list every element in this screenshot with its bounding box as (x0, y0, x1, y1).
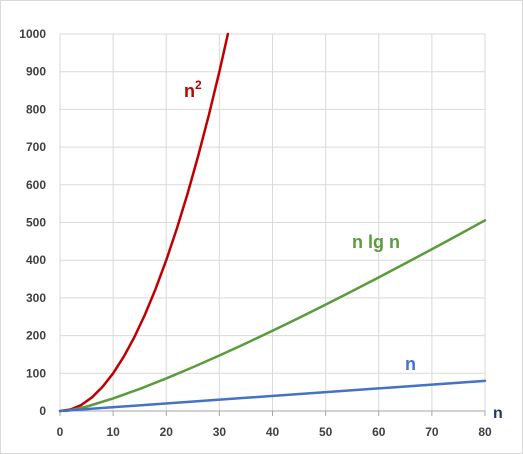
y-tick-labels: 0 100 200 300 400 500 600 700 800 900 1000 (19, 27, 46, 418)
x-tick-label-30: 30 (213, 425, 227, 439)
y-tick-label-700: 700 (26, 140, 46, 154)
series-label-n-squared-base: n (184, 81, 195, 101)
x-tick-label-20: 20 (160, 425, 174, 439)
y-tick-label-0: 0 (39, 404, 46, 418)
series-line-n-squared (58, 32, 230, 413)
x-tick-labels: 0 10 20 30 40 50 60 70 80 (57, 425, 492, 439)
series-label-n-squared: n2 (184, 78, 202, 101)
y-tick-label-400: 400 (26, 253, 46, 267)
y-tick-label-800: 800 (26, 102, 46, 116)
series-line-n-lg-n (64, 219, 487, 413)
y-tick-label-1000: 1000 (19, 27, 46, 41)
x-tick-label-10: 10 (106, 425, 120, 439)
y-tick-label-300: 300 (26, 291, 46, 305)
series-label-n-squared-sup: 2 (195, 78, 202, 92)
x-tick-label-0: 0 (57, 425, 64, 439)
y-tick-label-500: 500 (26, 216, 46, 230)
x-tick-label-40: 40 (266, 425, 280, 439)
x-axis-label: n (493, 405, 503, 422)
x-tick-label-60: 60 (372, 425, 386, 439)
x-tick-label-70: 70 (425, 425, 439, 439)
y-tick-label-600: 600 (26, 178, 46, 192)
axes (59, 34, 486, 416)
series-line-n (58, 379, 487, 413)
y-tick-label-100: 100 (26, 366, 46, 380)
series-label-n-lg-n: n lg n (352, 232, 400, 252)
y-tick-label-900: 900 (26, 65, 46, 79)
grid (60, 33, 486, 411)
series-lines (58, 32, 487, 413)
y-tick-label-200: 200 (26, 329, 46, 343)
x-tick-label-80: 80 (478, 425, 492, 439)
series-label-n: n (405, 354, 416, 374)
x-tick-label-50: 50 (319, 425, 333, 439)
